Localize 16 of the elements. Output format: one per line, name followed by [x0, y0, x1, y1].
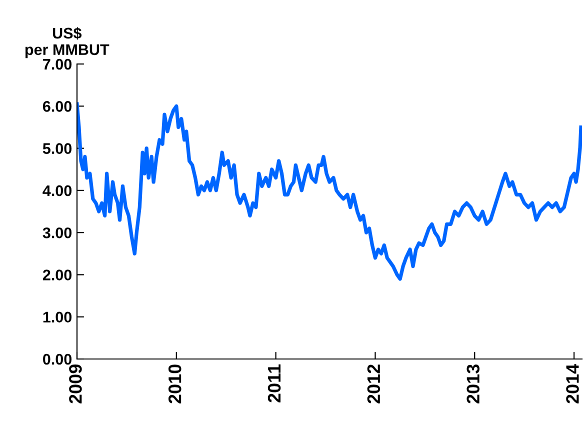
- x-tick-label: 2010: [168, 364, 182, 404]
- y-tick-label: 2.00: [42, 270, 72, 280]
- x-tick-label: 2013: [466, 364, 480, 404]
- x-tick-label: 2012: [367, 364, 380, 404]
- line-series: [77, 102, 582, 281]
- y-tick-label: 7.00: [43, 58, 72, 70]
- y-tick-label: 0.00: [43, 354, 72, 365]
- x-tick-label: 2009: [69, 364, 82, 404]
- y-tick-label: 4.00: [42, 185, 72, 196]
- x-tick-label: 2011: [268, 364, 281, 402]
- y-tick-label: 6.00: [42, 101, 72, 112]
- x-tick-label: 2014: [566, 364, 579, 404]
- y-tick-label: 5.00: [42, 143, 72, 154]
- y-tick-label: 1.00: [43, 312, 72, 323]
- y-axis-title: US$ per MMBUT: [25, 27, 110, 58]
- y-tick-label: 3.00: [42, 227, 72, 238]
